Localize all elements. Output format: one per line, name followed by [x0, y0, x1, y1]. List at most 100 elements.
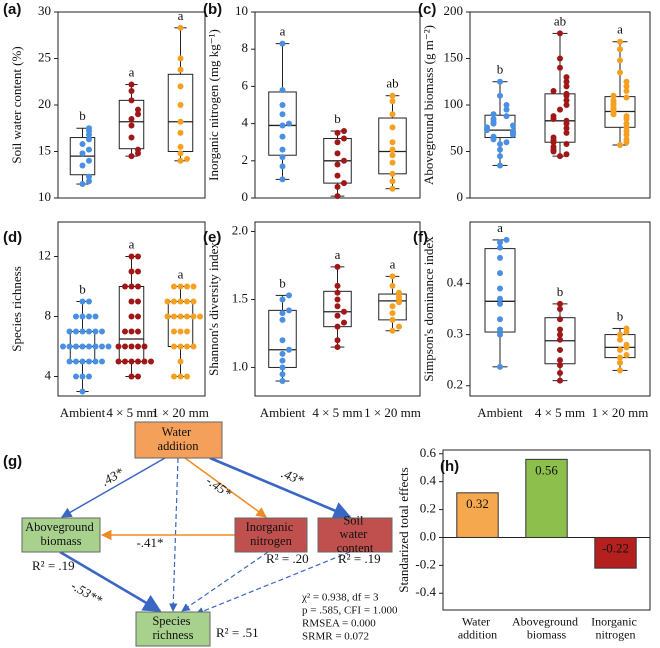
- value-label: -0.22: [602, 540, 629, 555]
- significance-letter: b: [497, 62, 504, 77]
- data-point: [334, 172, 341, 179]
- bar: [525, 458, 568, 538]
- data-point: [184, 328, 190, 335]
- data-point: [171, 343, 177, 350]
- data-point: [279, 133, 286, 140]
- x-tick-label: Ambient: [60, 405, 106, 420]
- y-tick-label: 10: [38, 189, 51, 204]
- box: [544, 93, 576, 143]
- y-axis-title: Inorganic nitrogen (mg kg⁻¹): [206, 29, 221, 181]
- data-point: [128, 253, 135, 260]
- y-tick-label: 0: [457, 189, 464, 204]
- y-tick-label: 0.2: [420, 501, 436, 516]
- data-point: [171, 328, 177, 335]
- significance-letter: ab: [554, 13, 566, 28]
- panel-label: (f): [413, 229, 428, 246]
- data-point: [128, 283, 135, 290]
- data-point: [279, 350, 286, 357]
- data-point: [389, 139, 396, 146]
- data-point: [128, 122, 135, 129]
- significance-letter: a: [497, 220, 503, 235]
- x-tick-label: Inorganic nitrogen: [591, 614, 640, 641]
- data-point: [286, 292, 292, 299]
- data-point: [334, 161, 341, 168]
- data-point: [497, 153, 503, 160]
- data-point: [623, 352, 630, 359]
- bar: [456, 492, 499, 538]
- y-axis-title: Species richness: [9, 266, 24, 352]
- significance-letter: a: [280, 24, 286, 39]
- data-point: [135, 253, 141, 260]
- node-label: Inorganic nitrogen: [246, 520, 297, 548]
- node-box: [135, 611, 211, 647]
- data-point: [557, 369, 563, 376]
- data-point: [617, 46, 623, 53]
- node-box: [134, 421, 223, 459]
- data-point: [334, 312, 341, 319]
- data-point: [279, 122, 286, 129]
- data-point: [66, 328, 73, 335]
- edge: [184, 457, 267, 518]
- data-point: [497, 239, 503, 246]
- data-point: [503, 102, 510, 108]
- panel-label: (e): [203, 229, 221, 246]
- data-point: [197, 313, 203, 320]
- data-point: [190, 313, 197, 320]
- data-point: [99, 328, 105, 335]
- data-point: [135, 343, 141, 350]
- y-tick-label: 1.5: [232, 290, 248, 305]
- data-point: [99, 358, 105, 365]
- x-tick-label: Ambient: [260, 405, 306, 420]
- data-point: [617, 359, 623, 366]
- data-point: [497, 141, 503, 148]
- data-point: [557, 362, 563, 369]
- significance-letter: a: [335, 247, 341, 262]
- data-point: [389, 327, 396, 334]
- significance-letter: b: [557, 284, 564, 299]
- data-point: [617, 38, 623, 45]
- data-point: [563, 151, 570, 158]
- node-label: Water addition: [158, 425, 200, 453]
- data-point: [177, 328, 184, 335]
- data-point: [557, 30, 563, 37]
- data-point: [550, 88, 557, 95]
- data-point: [617, 57, 623, 64]
- y-tick-label: 25: [38, 49, 51, 64]
- data-point: [389, 170, 396, 177]
- y-axis-title: Soil water content (%): [9, 46, 24, 163]
- data-point: [550, 113, 557, 120]
- data-point: [557, 357, 563, 364]
- data-point: [135, 373, 141, 380]
- data-point: [128, 313, 135, 320]
- data-point: [389, 111, 396, 118]
- fit-statistic: χ² = 0.938, df = 3: [301, 592, 379, 604]
- y-tick-label: -0.2: [415, 556, 436, 571]
- data-point: [563, 129, 570, 136]
- data-point: [86, 157, 92, 164]
- data-point: [623, 341, 630, 348]
- r-squared: R² = .19: [338, 551, 381, 566]
- data-point: [79, 358, 86, 365]
- edge: [195, 551, 351, 616]
- data-point: [389, 159, 396, 166]
- data-point: [177, 118, 184, 125]
- data-point: [128, 115, 135, 122]
- y-tick-label: 4: [242, 115, 249, 130]
- node-label: Aboveground biomass: [25, 520, 97, 548]
- node-box: [317, 517, 393, 553]
- data-point: [177, 55, 184, 62]
- data-point: [563, 90, 570, 97]
- data-point: [341, 319, 347, 326]
- fit-statistic: RMSEA = 0.000: [302, 618, 376, 630]
- data-point: [279, 310, 286, 317]
- x-tick-label: 4 × 5 mm: [535, 405, 585, 420]
- edge-label: .43*: [99, 464, 127, 489]
- data-point: [497, 92, 503, 99]
- data-point: [177, 373, 184, 380]
- plot-frame: [57, 221, 206, 397]
- y-axis-title: Shannon's diversity index: [206, 242, 221, 376]
- data-point: [79, 343, 86, 350]
- data-point: [79, 373, 86, 380]
- data-point: [341, 157, 347, 164]
- data-point: [135, 313, 141, 320]
